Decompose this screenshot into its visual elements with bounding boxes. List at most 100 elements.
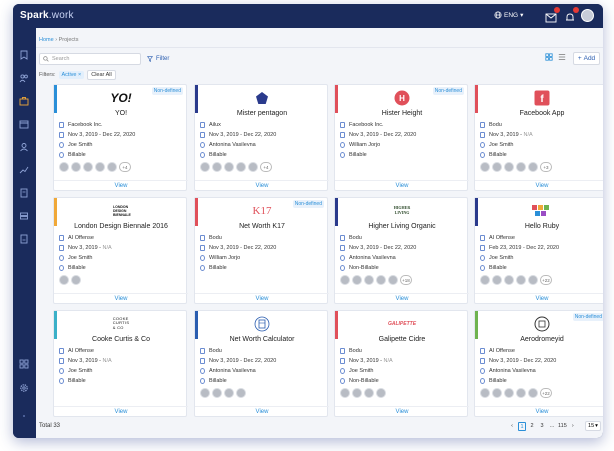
view-link[interactable]: View [195, 293, 329, 305]
more-members-badge[interactable]: +3 [540, 162, 552, 172]
filter-button[interactable]: Filter [147, 53, 169, 65]
breadcrumb-home[interactable]: Home [39, 37, 54, 43]
view-link[interactable]: View [195, 406, 329, 418]
language-selector[interactable]: ENG ▾ [494, 11, 523, 19]
briefcase-icon[interactable] [19, 96, 29, 106]
project-card[interactable]: Mister pentagon Ailux Nov 3, 2019 - Dec 22… [194, 84, 329, 192]
avatar[interactable] [480, 388, 490, 398]
next-page-button[interactable]: › [571, 423, 574, 429]
view-link[interactable]: View [335, 180, 469, 192]
avatar[interactable] [340, 275, 350, 285]
more-members-badge[interactable]: +18 [400, 275, 412, 285]
avatar[interactable] [516, 388, 526, 398]
filter-chip-active[interactable]: Active × [58, 71, 85, 79]
avatar[interactable] [71, 275, 81, 285]
view-link[interactable]: View [335, 406, 469, 418]
settings-icon[interactable] [19, 383, 29, 393]
avatar[interactable] [528, 388, 538, 398]
project-card[interactable]: Non-defined YO! YO! Facebook Inc. Nov 3, 201… [53, 84, 188, 192]
avatar[interactable] [236, 388, 246, 398]
bookmark-icon[interactable] [19, 50, 29, 60]
avatar[interactable] [480, 275, 490, 285]
chart-icon[interactable] [19, 165, 29, 175]
prev-page-button[interactable]: ‹ [511, 423, 513, 429]
more-members-badge[interactable]: +4 [260, 162, 272, 172]
avatar[interactable] [364, 388, 374, 398]
project-card[interactable]: GALIPETTE Galipette Cidre Bodu Nov 3, 2019 … [334, 310, 469, 418]
page-115[interactable]: 115 [558, 423, 567, 429]
view-link[interactable]: View [475, 406, 603, 418]
avatar[interactable] [340, 388, 350, 398]
user-icon[interactable] [19, 142, 29, 152]
people-icon[interactable] [19, 73, 29, 83]
avatar[interactable] [107, 162, 117, 172]
user-avatar[interactable] [581, 9, 594, 22]
books-icon[interactable] [19, 211, 29, 221]
avatar[interactable] [59, 275, 69, 285]
avatar[interactable] [492, 162, 502, 172]
page-size-select[interactable]: 15 ▾ [585, 421, 601, 431]
project-card[interactable]: LONDON DESIGN BIENNALE London Design Bien… [53, 197, 188, 305]
avatar[interactable] [504, 162, 514, 172]
view-link[interactable]: View [335, 293, 469, 305]
avatar[interactable] [71, 162, 81, 172]
avatar[interactable] [352, 275, 362, 285]
avatar[interactable] [364, 275, 374, 285]
project-card[interactable]: HIGHER LIVING Higher Living Organic Bodu Nov… [334, 197, 469, 305]
avatar[interactable] [83, 162, 93, 172]
add-button[interactable]: + Add [573, 52, 600, 65]
avatar[interactable] [504, 388, 514, 398]
more-members-badge[interactable]: +22 [540, 388, 552, 398]
avatar[interactable] [95, 162, 105, 172]
avatar[interactable] [516, 275, 526, 285]
view-link[interactable]: View [475, 180, 603, 192]
avatar[interactable] [480, 162, 490, 172]
page-1[interactable]: 1 [518, 422, 526, 431]
list-view-icon[interactable] [558, 53, 566, 61]
project-card[interactable]: f Facebook App Bodu Nov 3, 2019 - N/A Joe Sm… [474, 84, 603, 191]
clear-all-button[interactable]: Clear All [87, 70, 116, 80]
avatar[interactable] [376, 275, 386, 285]
avatar[interactable] [248, 162, 258, 172]
view-link[interactable]: View [54, 406, 188, 418]
view-link[interactable]: View [54, 293, 188, 305]
view-link[interactable]: View [54, 180, 188, 192]
more-members-badge[interactable]: +22 [540, 275, 552, 285]
avatar[interactable] [528, 275, 538, 285]
avatar[interactable] [352, 388, 362, 398]
project-card[interactable]: Non-defined K17 Net Worth K17 Bodu Nov 3, 20… [194, 197, 329, 305]
avatar[interactable] [212, 388, 222, 398]
grid-view-icon[interactable] [545, 53, 553, 61]
project-card[interactable]: Non-defined Aerodromeyid AI Offense Nov 3, … [474, 310, 603, 417]
avatar[interactable] [212, 162, 222, 172]
app-logo[interactable]: Spark.work [20, 10, 74, 21]
calendar-icon[interactable] [19, 119, 29, 129]
avatar[interactable] [516, 162, 526, 172]
more-members-badge[interactable]: +4 [119, 162, 131, 172]
avatar[interactable] [200, 388, 210, 398]
avatar[interactable] [492, 388, 502, 398]
mail-icon[interactable] [545, 7, 560, 23]
avatar[interactable] [224, 388, 234, 398]
close-icon[interactable]: × [78, 72, 82, 78]
document-icon[interactable] [19, 188, 29, 198]
avatar[interactable] [492, 275, 502, 285]
grid-icon[interactable] [19, 359, 29, 369]
avatar[interactable] [388, 275, 398, 285]
search-input[interactable]: Search [39, 53, 141, 65]
avatar[interactable] [200, 162, 210, 172]
avatar[interactable] [59, 162, 69, 172]
project-card[interactable]: Net Worth Calculator Bodu Nov 3, 2019 - De… [194, 310, 329, 418]
project-card[interactable]: COOKE CURTIS & CO Cooke Curtis & Co AI Offen… [53, 310, 188, 418]
view-link[interactable]: View [475, 293, 603, 305]
report-icon[interactable] [19, 234, 29, 244]
bell-icon[interactable] [564, 7, 579, 21]
avatar[interactable] [504, 275, 514, 285]
page-2[interactable]: 2 [530, 423, 534, 429]
avatar[interactable] [376, 388, 386, 398]
page-3[interactable]: 3 [540, 423, 544, 429]
avatar[interactable] [528, 162, 538, 172]
project-card[interactable]: Non-defined H Hister Height Facebook Inc. No… [334, 84, 469, 192]
avatar[interactable] [236, 162, 246, 172]
view-link[interactable]: View [195, 180, 329, 192]
